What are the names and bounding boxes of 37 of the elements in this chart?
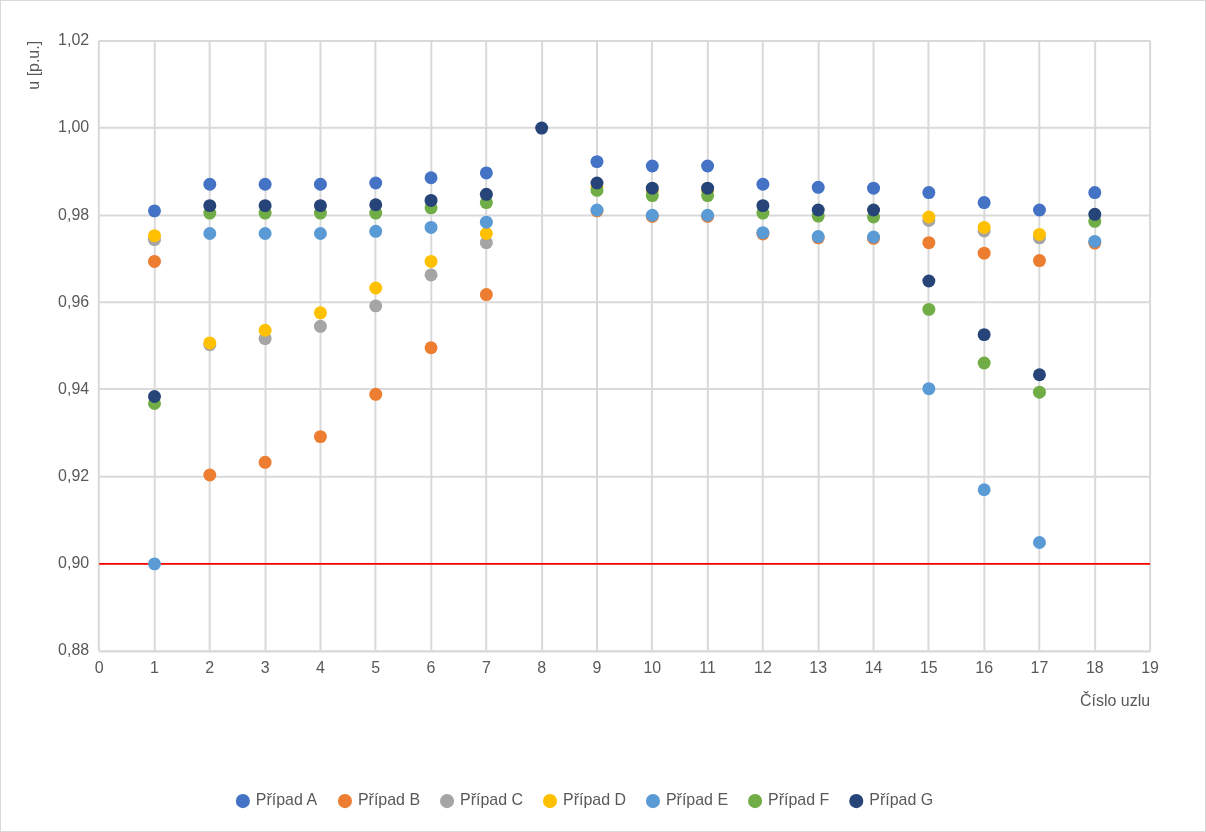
y-tick-label: 1,02	[58, 31, 90, 49]
x-tick-label: 11	[699, 658, 717, 676]
x-tick-label: 18	[1085, 658, 1104, 676]
y-tick-label: 0,90	[58, 554, 90, 572]
x-tick-label: 9	[592, 658, 602, 676]
legend-label: Případ F	[768, 791, 830, 809]
legend-label: Případ A	[255, 791, 318, 809]
x-tick-label: 14	[864, 658, 883, 676]
x-tick-label: 16	[975, 658, 994, 676]
legend-label: Případ G	[869, 791, 934, 809]
x-tick-label: 19	[1141, 658, 1160, 676]
legend-label: Případ C	[460, 791, 524, 809]
x-tick-label: 17	[1030, 658, 1049, 676]
y-tick-label: 1,00	[58, 118, 90, 136]
x-tick-label: 10	[643, 658, 662, 676]
y-tick-label: 0,96	[58, 292, 90, 310]
legend-label: Případ E	[665, 791, 729, 809]
x-tick-label: 3	[260, 658, 270, 676]
x-tick-label: 0	[94, 658, 104, 676]
y-axis-title: u [p.u.]	[24, 40, 42, 90]
x-tick-label: 4	[315, 658, 325, 676]
x-axis-title: Číslo uzlu	[1080, 691, 1151, 710]
x-tick-label: 13	[809, 658, 828, 676]
x-tick-label: 7	[481, 658, 491, 676]
x-tick-label: 1	[150, 658, 160, 676]
x-tick-label: 12	[754, 658, 772, 676]
x-tick-label: 15	[919, 658, 938, 676]
x-tick-label: 8	[537, 658, 547, 676]
x-tick-label: 5	[371, 658, 381, 676]
x-tick-label: 6	[426, 658, 436, 676]
y-tick-label: 0,92	[58, 467, 90, 485]
y-tick-label: 0,98	[58, 205, 90, 223]
legend-label: Případ B	[357, 791, 421, 809]
y-tick-label: 0,94	[58, 379, 90, 397]
legend-label: Případ D	[563, 791, 626, 809]
x-tick-label: 2	[205, 658, 215, 676]
y-tick-label: 0,88	[58, 641, 90, 659]
